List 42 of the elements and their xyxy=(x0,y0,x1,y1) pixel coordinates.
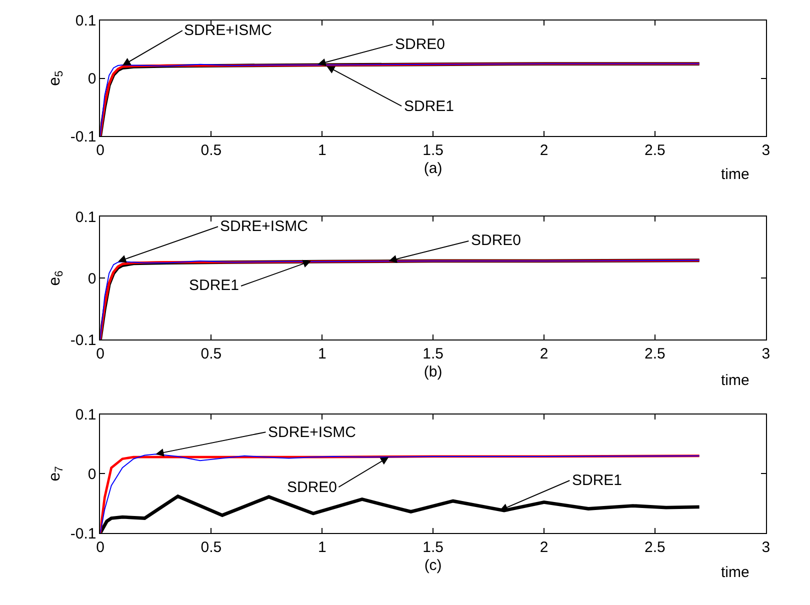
y-tick-label: 0.1 xyxy=(75,12,96,30)
text: time xyxy=(721,372,750,389)
y-tick-label: 0 xyxy=(88,70,96,88)
annotation: SDRE1 xyxy=(404,98,454,115)
x-tick-label: 2 xyxy=(540,346,548,363)
annotation: SDRE+ISMC xyxy=(268,424,356,441)
x-tick-label: 0.5 xyxy=(200,539,222,556)
y-tick-label: -0.1 xyxy=(70,332,96,349)
x-tick-label: 1 xyxy=(318,142,326,160)
annotation: SDRE1 xyxy=(189,277,240,294)
x-tick-label: 2.5 xyxy=(644,142,666,160)
x-tick-label: 3 xyxy=(762,539,770,556)
annotation: SDRE+ISMC xyxy=(220,218,308,235)
x-axis-title: (a) xyxy=(424,160,442,178)
x-tick-label: 2.5 xyxy=(644,346,666,363)
annotation: SDRE0 xyxy=(471,232,522,249)
y-tick-label: -0.1 xyxy=(70,525,96,542)
annotation: SDRE+ISMC xyxy=(184,22,272,39)
annotation: SDRE1 xyxy=(572,472,622,489)
x-tick-label: 1 xyxy=(318,346,326,363)
x-axis-title: (b) xyxy=(424,364,442,381)
text: time xyxy=(721,564,750,581)
x-tick-label: 0.5 xyxy=(200,346,222,363)
annotation: SDRE0 xyxy=(395,36,446,53)
annotation: SDRE0 xyxy=(287,479,338,496)
y-tick-label: -0.1 xyxy=(70,128,96,146)
y-tick-label: 0.1 xyxy=(75,208,96,226)
x-tick-label: 2 xyxy=(540,539,548,556)
x-tick-label: 3 xyxy=(762,142,770,160)
x-tick-label: 0.5 xyxy=(200,142,222,160)
x-tick-label: 3 xyxy=(762,346,770,363)
x-tick-label: 1.5 xyxy=(422,142,444,160)
x-tick-label: 2 xyxy=(540,142,548,160)
x-tick-label: 1.5 xyxy=(422,346,444,363)
y-tick-label: 0 xyxy=(88,270,96,288)
y-tick-label: 0.1 xyxy=(75,406,96,424)
y-tick-label: 0 xyxy=(88,466,96,483)
text: time xyxy=(721,166,750,183)
x-tick-label: 1 xyxy=(318,539,326,556)
x-tick-label: 2.5 xyxy=(644,539,666,556)
x-tick-label: 1.5 xyxy=(422,539,444,556)
x-axis-title: (c) xyxy=(424,557,442,574)
